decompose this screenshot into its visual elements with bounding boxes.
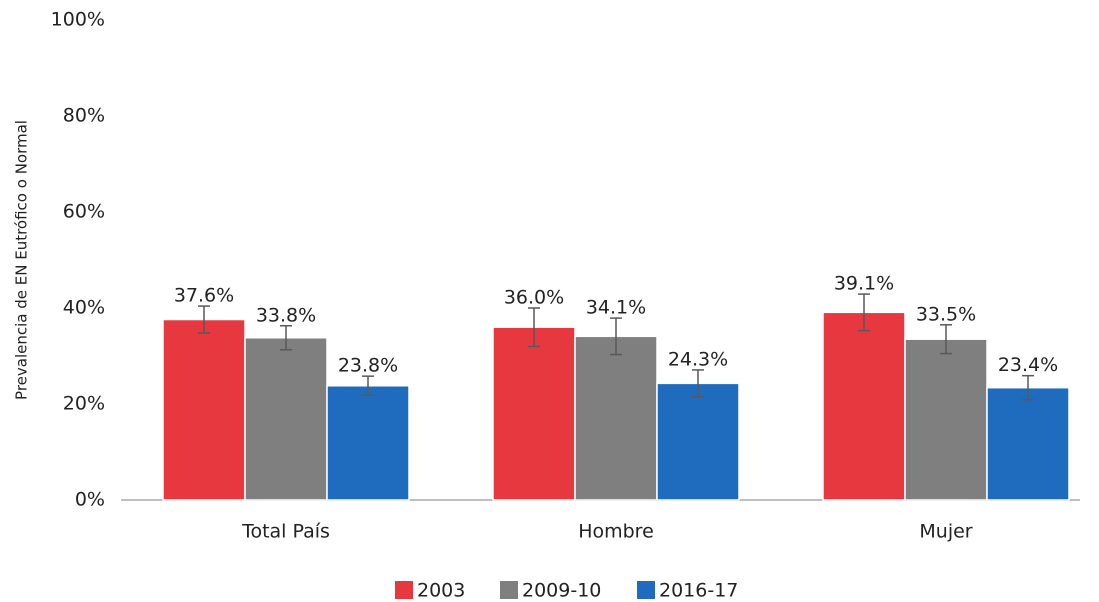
value-label: 37.6% xyxy=(174,285,234,307)
error-bar xyxy=(940,324,952,355)
y-tick-label: 80% xyxy=(63,105,105,127)
legend-label: 2009-10 xyxy=(522,580,601,602)
value-label: 23.8% xyxy=(338,354,398,376)
error-bar xyxy=(362,375,374,397)
error-bar xyxy=(198,305,210,334)
error-bar xyxy=(528,307,540,348)
x-tick-label: Hombre xyxy=(578,521,654,543)
x-tick-label: Total País xyxy=(241,521,330,543)
bar xyxy=(162,318,246,501)
legend-swatch xyxy=(395,581,413,599)
legend-label: 2003 xyxy=(417,580,465,602)
bar xyxy=(574,335,658,501)
value-label: 34.1% xyxy=(586,297,646,319)
y-tick-label: 100% xyxy=(51,9,105,31)
bar xyxy=(986,386,1070,501)
legend-swatch xyxy=(500,581,518,599)
bar xyxy=(822,311,906,501)
bar xyxy=(904,338,988,501)
error-bar xyxy=(858,293,870,332)
bar xyxy=(492,326,576,501)
legend-swatch xyxy=(637,581,655,599)
y-tick-label: 20% xyxy=(63,393,105,415)
bar xyxy=(656,382,740,501)
value-label: 33.5% xyxy=(916,303,976,325)
x-tick-label: Mujer xyxy=(919,521,972,543)
y-tick-label: 40% xyxy=(63,297,105,319)
error-bar xyxy=(692,369,704,398)
error-bar xyxy=(280,325,292,351)
value-label: 24.3% xyxy=(668,348,728,370)
value-label: 36.0% xyxy=(504,287,564,309)
error-bar xyxy=(1022,374,1034,401)
bar xyxy=(244,337,328,501)
legend-label: 2016-17 xyxy=(659,580,738,602)
bar xyxy=(326,385,410,501)
y-tick-label: 60% xyxy=(63,201,105,223)
y-axis-title: Prevalencia de EN Eutrófico o Normal xyxy=(13,120,31,400)
value-label: 33.8% xyxy=(256,304,316,326)
value-label: 23.4% xyxy=(998,354,1058,376)
y-tick-label: 0% xyxy=(75,489,105,511)
value-label: 39.1% xyxy=(834,273,894,295)
error-bar xyxy=(610,317,622,356)
